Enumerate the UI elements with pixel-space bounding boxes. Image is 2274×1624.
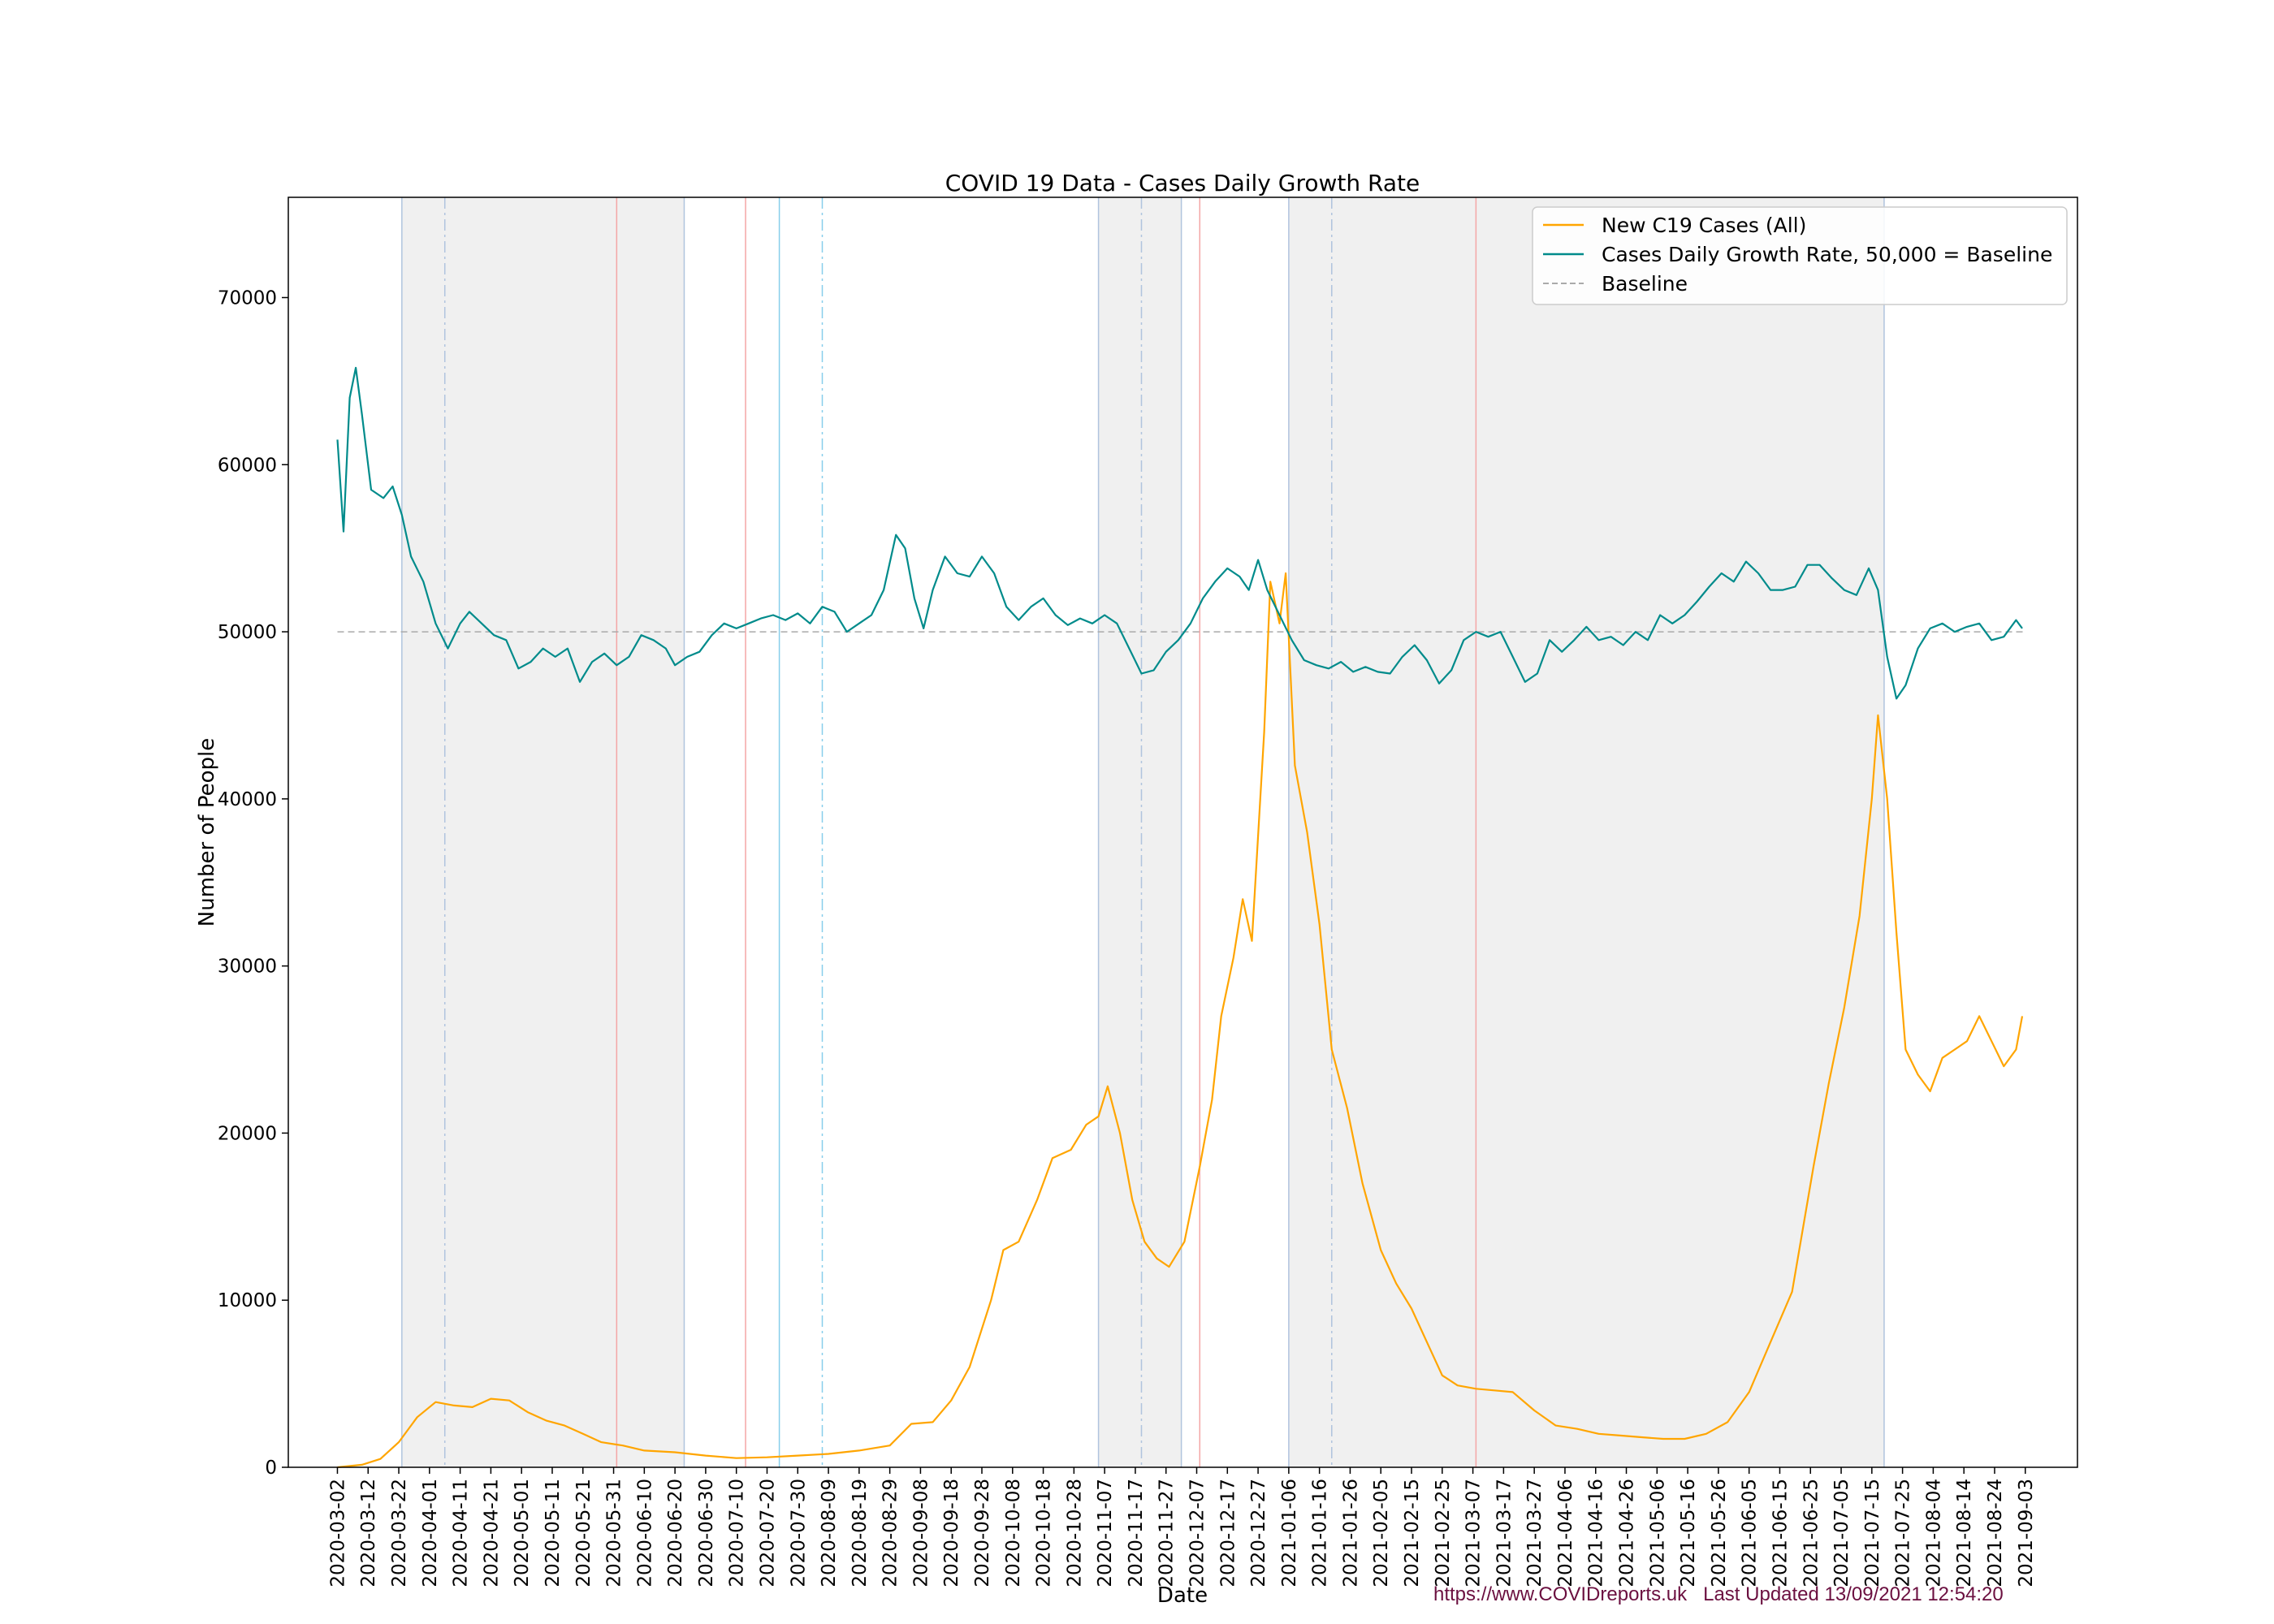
x-tick-label-16: 2020-08-09 <box>819 1479 840 1587</box>
x-axis: 2020-03-02 2020-03-12 2020-03-22 2020-04-01… <box>327 1467 2037 1587</box>
x-tick-label-48: 2021-06-25 <box>1801 1479 1822 1587</box>
x-tick-label-14: 2020-07-20 <box>757 1479 778 1587</box>
x-tick-label-9: 2020-05-31 <box>604 1479 625 1587</box>
x-tick-label-28: 2020-12-07 <box>1187 1479 1208 1587</box>
x-tick-label-38: 2021-03-17 <box>1494 1479 1515 1587</box>
x-tick-label-23: 2020-10-18 <box>1034 1479 1055 1587</box>
y-tick-label-70000: 70000 <box>218 287 277 309</box>
y-tick-label-40000: 40000 <box>218 789 277 810</box>
footer-updated: Last Updated 13/09/2021 12:54:20 <box>1703 1583 2004 1605</box>
x-tick-label-55: 2021-09-03 <box>2016 1479 2037 1587</box>
x-tick-label-21: 2020-09-28 <box>972 1479 993 1587</box>
shaded-period-1 <box>1098 197 1182 1467</box>
x-tick-label-1: 2020-03-12 <box>358 1479 379 1587</box>
x-tick-label-46: 2021-06-05 <box>1740 1479 1761 1587</box>
x-tick-label-50: 2021-07-15 <box>1862 1479 1883 1587</box>
x-tick-label-53: 2021-08-14 <box>1954 1479 1975 1587</box>
x-tick-label-27: 2020-11-27 <box>1156 1479 1178 1587</box>
x-tick-label-25: 2020-11-07 <box>1095 1479 1116 1587</box>
y-tick-label-60000: 60000 <box>218 455 277 476</box>
x-tick-label-35: 2021-02-15 <box>1402 1479 1423 1587</box>
footer-url[interactable]: https://www.COVIDreports.uk <box>1433 1583 1688 1605</box>
x-tick-label-10: 2020-06-10 <box>634 1479 655 1587</box>
legend: New C19 Cases (All) Cases Daily Growth R… <box>1532 206 2068 305</box>
event-lines <box>401 197 1885 1467</box>
x-tick-label-36: 2021-02-25 <box>1433 1479 1454 1587</box>
y-tick-label-20000: 20000 <box>218 1123 277 1144</box>
legend-label-growth: Cases Daily Growth Rate, 50,000 = Baseli… <box>1602 243 2052 266</box>
y-tick-label-30000: 30000 <box>218 957 277 978</box>
x-tick-label-18: 2020-08-29 <box>880 1479 901 1587</box>
chart-title: COVID 19 Data - Cases Daily Growth Rate <box>945 170 1420 197</box>
legend-box <box>1532 206 2068 305</box>
x-tick-label-24: 2020-10-28 <box>1064 1479 1085 1587</box>
shaded-period-0 <box>401 197 685 1467</box>
plot-lines <box>336 366 2025 1469</box>
x-tick-label-32: 2021-01-16 <box>1310 1479 1331 1587</box>
x-tick-label-29: 2020-12-17 <box>1217 1479 1239 1587</box>
x-tick-label-31: 2021-01-06 <box>1279 1479 1300 1587</box>
x-tick-label-15: 2020-07-30 <box>788 1479 809 1587</box>
y-tick-label-50000: 50000 <box>218 622 277 643</box>
x-tick-label-17: 2020-08-19 <box>850 1479 871 1587</box>
legend-label-baseline: Baseline <box>1602 272 1688 296</box>
x-tick-label-26: 2020-11-17 <box>1126 1479 1147 1587</box>
x-tick-label-30: 2020-12-27 <box>1248 1479 1269 1587</box>
x-tick-label-51: 2021-07-25 <box>1893 1479 1914 1587</box>
growth-rate-line <box>336 366 2023 700</box>
x-tick-label-41: 2021-04-16 <box>1586 1479 1607 1587</box>
x-tick-label-54: 2021-08-24 <box>1985 1479 2006 1587</box>
y-axis: 0 10000 20000 30000 40000 50000 60000 70000 <box>218 287 288 1479</box>
shaded-period-2 <box>1288 197 1884 1467</box>
x-tick-label-43: 2021-05-06 <box>1647 1479 1668 1587</box>
x-tick-label-6: 2020-05-01 <box>512 1479 533 1587</box>
x-tick-label-13: 2020-07-10 <box>727 1479 748 1587</box>
x-tick-label-7: 2020-05-11 <box>543 1479 564 1587</box>
x-tick-label-20: 2020-09-18 <box>941 1479 962 1587</box>
x-tick-label-34: 2021-02-05 <box>1371 1479 1392 1587</box>
x-tick-label-40: 2021-04-06 <box>1555 1479 1576 1587</box>
x-tick-label-8: 2020-05-21 <box>573 1479 594 1587</box>
x-tick-label-12: 2020-06-30 <box>696 1479 717 1587</box>
y-tick-label-0: 0 <box>265 1458 277 1479</box>
x-tick-label-33: 2021-01-26 <box>1340 1479 1361 1587</box>
x-tick-label-11: 2020-06-20 <box>665 1479 686 1587</box>
x-tick-label-45: 2021-05-26 <box>1709 1479 1730 1587</box>
plot-frame <box>287 197 2078 1468</box>
cases-line <box>337 572 2024 1469</box>
y-axis-label: Number of People <box>195 738 219 926</box>
x-tick-label-3: 2020-04-01 <box>420 1479 441 1587</box>
x-tick-label-37: 2021-03-07 <box>1463 1479 1485 1587</box>
x-tick-label-5: 2020-04-21 <box>481 1479 502 1587</box>
x-axis-label: Date <box>1157 1583 1208 1608</box>
x-tick-label-49: 2021-07-05 <box>1831 1479 1852 1587</box>
x-tick-label-0: 2020-03-02 <box>327 1479 348 1587</box>
y-tick-label-10000: 10000 <box>218 1290 277 1311</box>
x-tick-label-52: 2021-08-04 <box>1923 1479 1944 1587</box>
x-tick-label-47: 2021-06-15 <box>1770 1479 1791 1587</box>
x-tick-label-4: 2020-04-11 <box>451 1479 472 1587</box>
x-tick-label-44: 2021-05-16 <box>1678 1479 1699 1587</box>
legend-label-cases: New C19 Cases (All) <box>1602 214 1806 237</box>
x-tick-label-22: 2020-10-08 <box>1003 1479 1024 1587</box>
x-tick-label-19: 2020-09-08 <box>910 1479 932 1587</box>
x-tick-label-2: 2020-03-22 <box>389 1479 410 1587</box>
footer: https://www.COVIDreports.uk Last Updated… <box>1433 1583 2004 1606</box>
restriction-periods <box>401 197 1884 1467</box>
x-tick-label-39: 2021-03-27 <box>1524 1479 1546 1587</box>
x-tick-label-42: 2021-04-26 <box>1617 1479 1638 1587</box>
